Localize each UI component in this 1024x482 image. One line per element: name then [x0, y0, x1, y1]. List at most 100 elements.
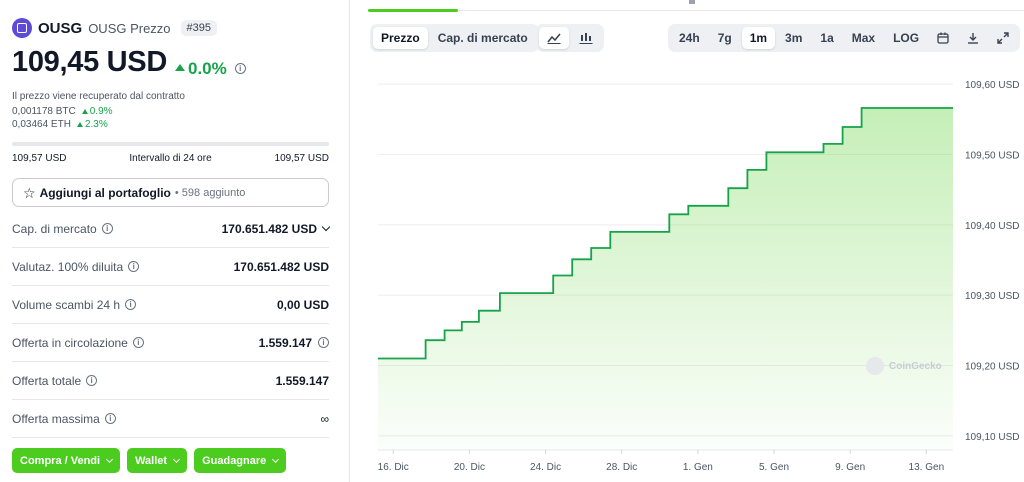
tab-bar-line: [368, 10, 1024, 11]
info-icon[interactable]: i: [86, 375, 98, 386]
stat-label: Volume scambi 24 h i: [12, 297, 137, 312]
stat-label-text: Cap. di mercato: [12, 221, 97, 236]
coin-name: OUSG Prezzo: [88, 20, 171, 36]
x-tick-label: 9. Gen: [835, 462, 865, 473]
stat-fdv: Valutaz. 100% diluita i 170.651.482 USD: [12, 248, 329, 286]
wallet-label: Wallet: [135, 454, 168, 467]
info-icon[interactable]: i: [234, 63, 246, 74]
tab-market-cap[interactable]: Cap. di mercato: [437, 31, 528, 45]
btc-value: 0,001178 BTC: [12, 106, 76, 117]
x-tick-label: 13. Gen: [909, 462, 945, 473]
coin-info-panel: OUSG OUSG Prezzo #395 109,45 USD 0.0% i …: [0, 0, 340, 482]
add-to-portfolio-button[interactable]: ☆ Aggiungi al portafoglio • 598 aggiunto: [12, 178, 329, 207]
chevron-down-icon: [106, 455, 114, 463]
stat-total-supply: Offerta totale i 1.559.147: [12, 362, 329, 400]
expand-icon: [997, 32, 1009, 44]
time-range-switch: 24h 7g 1m 3m 1a Max LOG: [668, 24, 1021, 52]
stat-value: 1.559.147 i: [259, 336, 329, 350]
line-chart-icon: [547, 33, 561, 44]
x-tick-label: 24. Dic: [530, 462, 561, 473]
range-1y[interactable]: 1a: [820, 31, 834, 45]
star-icon: ☆: [23, 184, 36, 201]
y-tick-label: 109,60 USD: [965, 80, 1019, 91]
coin-logo: [12, 18, 32, 38]
stat-market-cap: Cap. di mercato i 170.651.482 USD: [12, 210, 331, 248]
coin-header: OUSG OUSG Prezzo #395: [12, 18, 218, 38]
info-icon[interactable]: i: [125, 299, 137, 310]
eth-conversion: 0,03464 ETH 2.3%: [12, 119, 108, 130]
portfolio-count: • 598 aggiunto: [174, 186, 246, 199]
stat-circulating-supply: Offerta in circolazione i 1.559.147 i: [12, 324, 329, 362]
download-button[interactable]: [959, 27, 987, 49]
range-1m[interactable]: 1m: [741, 27, 776, 49]
eth-change: 2.3%: [76, 119, 108, 130]
stat-label: Offerta in circolazione i: [12, 336, 144, 350]
stat-label-text: Valutaz. 100% diluita: [12, 259, 124, 274]
wallet-button[interactable]: Wallet: [127, 448, 188, 473]
price-line: [378, 107, 953, 360]
info-icon[interactable]: i: [318, 337, 329, 348]
eth-value: 0,03464 ETH: [12, 119, 71, 130]
range-3m[interactable]: 3m: [785, 31, 803, 45]
add-to-portfolio-label: Aggiungi al portafoglio: [39, 185, 171, 200]
info-icon[interactable]: i: [101, 223, 113, 234]
chevron-down-icon: [321, 222, 331, 232]
chart-type-switch: [536, 24, 604, 52]
stat-value: 1.559.147: [275, 373, 329, 388]
chevron-down-icon: [272, 455, 280, 463]
coingecko-watermark: CoinGecko: [866, 357, 942, 375]
stat-volume-24h: Volume scambi 24 h i 0,00 USD: [12, 286, 329, 324]
tab-marker: [689, 0, 695, 4]
stat-label-text: Volume scambi 24 h: [12, 297, 121, 312]
x-tick-label: 1. Gen: [683, 462, 713, 473]
range-high: 109,57 USD: [274, 153, 329, 164]
tab-price[interactable]: Prezzo: [373, 27, 428, 49]
range-7d[interactable]: 7g: [717, 31, 732, 45]
buy-sell-label: Compra / Vendi: [20, 454, 101, 467]
stat-max-supply: Offerta massima i ∞: [12, 400, 329, 438]
btc-change: 0.9%: [81, 106, 113, 117]
action-buttons: Compra / Vendi Wallet Guadagnare: [12, 448, 287, 473]
calendar-icon: [937, 32, 949, 44]
info-icon[interactable]: i: [128, 261, 140, 272]
candlestick-icon: [579, 33, 593, 44]
range-low: 109,57 USD: [12, 153, 67, 164]
download-icon: [968, 33, 979, 44]
stat-label: Offerta massima i: [12, 412, 116, 426]
stat-label: Valutaz. 100% diluita i: [12, 259, 140, 274]
arrow-up-icon: [76, 122, 83, 127]
info-icon[interactable]: i: [132, 337, 144, 348]
earn-button[interactable]: Guadagnare: [194, 448, 287, 473]
earn-label: Guadagnare: [202, 454, 267, 467]
stat-value[interactable]: 170.651.482 USD: [222, 222, 331, 236]
chevron-down-icon: [173, 455, 181, 463]
price-change-value: 0.0%: [188, 58, 227, 78]
btc-conversion: 0,001178 BTC 0.9%: [12, 106, 113, 117]
range-max[interactable]: Max: [851, 31, 876, 45]
log-scale-toggle[interactable]: LOG: [893, 31, 920, 45]
coin-symbol: OUSG: [38, 19, 83, 37]
stat-label-text: Offerta totale: [12, 373, 82, 388]
y-tick-label: 109,30 USD: [965, 291, 1019, 302]
price-chart[interactable]: 109,60 USD 109,50 USD 109,40 USD 109,30 USD…: [352, 70, 1024, 482]
x-tick-label: 28. Dic: [606, 462, 637, 473]
buy-sell-button[interactable]: Compra / Vendi: [12, 448, 121, 473]
fullscreen-button[interactable]: [989, 27, 1017, 49]
calendar-button[interactable]: [929, 27, 957, 49]
stat-value: ∞: [320, 411, 329, 426]
watermark-text: CoinGecko: [889, 360, 942, 372]
range-24h-labels: 109,57 USD Intervallo di 24 ore 109,57 U…: [12, 153, 329, 164]
line-chart-button[interactable]: [539, 27, 569, 49]
stat-label: Offerta totale i: [12, 373, 98, 388]
range-label: Intervallo di 24 ore: [129, 153, 212, 164]
chart-metric-switch: Prezzo Cap. di mercato: [370, 24, 539, 52]
arrow-up-icon: [81, 109, 88, 114]
range-24h[interactable]: 24h: [679, 31, 700, 45]
rank-badge: #395: [180, 20, 218, 36]
arrow-up-icon: [175, 64, 185, 71]
y-tick-label: 109,10 USD: [965, 432, 1019, 443]
info-icon[interactable]: i: [104, 413, 116, 424]
candlestick-chart-button[interactable]: [571, 27, 601, 49]
x-tick-label: 16. Dic: [378, 462, 409, 473]
current-price: 109,45 USD: [12, 46, 167, 78]
